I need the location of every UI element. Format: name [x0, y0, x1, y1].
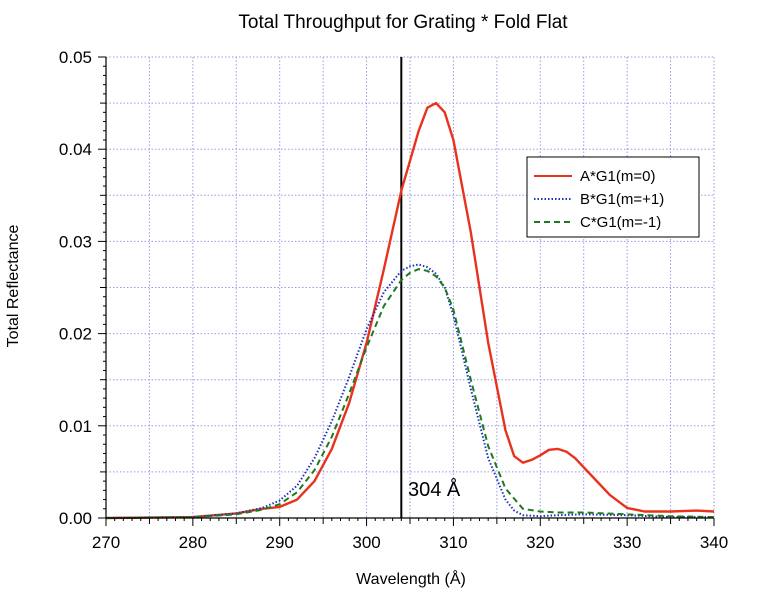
- reference-line-label: 304 Å: [408, 478, 461, 501]
- series-layer: [105, 101, 715, 520]
- y-tick-label: 0.04: [59, 140, 92, 159]
- x-tick-label: 270: [92, 533, 120, 552]
- x-tick-label: 310: [439, 533, 467, 552]
- y-tick-label: 0.00: [59, 509, 92, 528]
- x-tick-label: 320: [526, 533, 554, 552]
- x-axis-label: Wavelength (Å): [356, 569, 466, 588]
- legend-box: [526, 156, 700, 238]
- legend-entry-label: C*G1(m=-1): [580, 214, 661, 231]
- grid-layer: [106, 56, 715, 518]
- y-tick-label: 0.01: [59, 417, 92, 436]
- y-tick-label: 0.05: [59, 48, 92, 67]
- axes-layer: [98, 56, 715, 526]
- x-tick-label: 340: [700, 533, 728, 552]
- series-line-2: [105, 263, 714, 519]
- tick-labels-layer: 270 280 290 300 310 320 330 340 0.00 0.01 0.02 0.03…: [59, 48, 728, 552]
- x-tick-label: 330: [613, 533, 641, 552]
- legend-entry-label: A*G1(m=0): [580, 168, 655, 185]
- y-tick-label: 0.02: [59, 325, 92, 344]
- series-line-1: [105, 101, 715, 520]
- x-tick-label: 280: [179, 533, 207, 552]
- legend-entry-label: B*G1(m=+1): [580, 191, 664, 208]
- series-line-3: [105, 268, 715, 519]
- legend: A*G1(m=0) B*G1(m=+1) C*G1(m=-1): [526, 156, 700, 238]
- y-tick-label: 0.03: [59, 232, 92, 251]
- x-tick-label: 300: [352, 533, 380, 552]
- x-tick-label: 290: [266, 533, 294, 552]
- chart-title: Total Throughput for Grating * Fold Flat: [238, 12, 568, 33]
- y-axis-label: Total Reflectance: [5, 225, 22, 348]
